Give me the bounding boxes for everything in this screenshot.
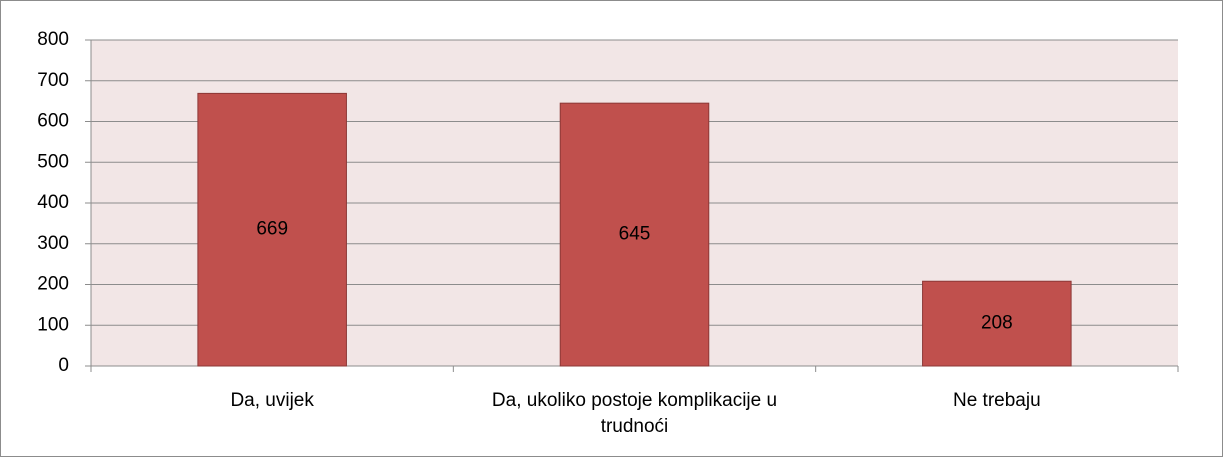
x-tick-label: Da, uvijek bbox=[230, 390, 314, 411]
data-label: 208 bbox=[981, 313, 1013, 334]
y-tick-label: 800 bbox=[37, 29, 69, 50]
y-tick-label: 700 bbox=[37, 70, 69, 91]
bar bbox=[559, 102, 710, 367]
y-tick-label: 400 bbox=[37, 192, 69, 213]
data-label: 645 bbox=[619, 224, 651, 245]
data-label: 669 bbox=[256, 219, 288, 240]
y-tick-label: 500 bbox=[37, 151, 69, 172]
y-tick-label: 0 bbox=[58, 355, 69, 376]
x-tick-label: Ne trebaju bbox=[952, 390, 1041, 411]
bar bbox=[197, 92, 347, 367]
x-tick-label: Da, ukoliko postoje komplikacije u trudn… bbox=[491, 390, 778, 437]
y-tick-label: 600 bbox=[37, 111, 69, 132]
y-tick-label: 200 bbox=[37, 274, 69, 295]
y-tick-label: 300 bbox=[37, 233, 69, 254]
bar bbox=[922, 280, 1072, 367]
y-tick-label: 100 bbox=[37, 314, 69, 335]
